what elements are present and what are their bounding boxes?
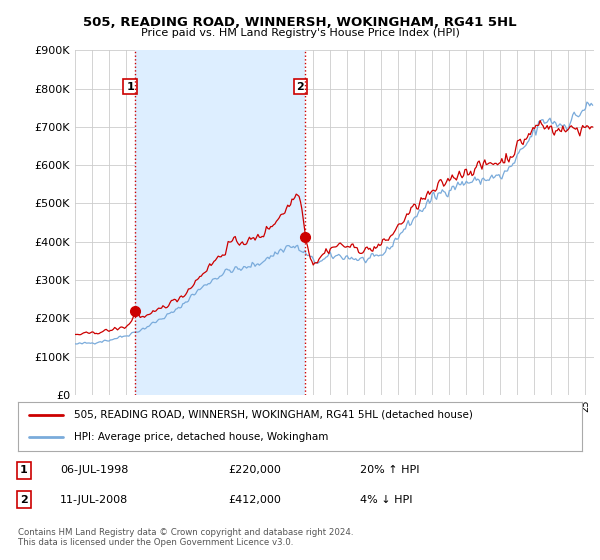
Text: 1: 1	[20, 465, 28, 475]
Text: £220,000: £220,000	[228, 465, 281, 475]
Text: 11-JUL-2008: 11-JUL-2008	[60, 494, 128, 505]
Text: 20% ↑ HPI: 20% ↑ HPI	[360, 465, 419, 475]
Text: 06-JUL-1998: 06-JUL-1998	[60, 465, 128, 475]
Text: £412,000: £412,000	[228, 494, 281, 505]
Text: 4% ↓ HPI: 4% ↓ HPI	[360, 494, 413, 505]
Text: 1: 1	[126, 82, 134, 92]
Text: 2: 2	[296, 82, 304, 92]
Text: Price paid vs. HM Land Registry's House Price Index (HPI): Price paid vs. HM Land Registry's House …	[140, 28, 460, 38]
Text: Contains HM Land Registry data © Crown copyright and database right 2024.
This d: Contains HM Land Registry data © Crown c…	[18, 528, 353, 547]
Bar	[135, 50, 305, 395]
Text: 505, READING ROAD, WINNERSH, WOKINGHAM, RG41 5HL: 505, READING ROAD, WINNERSH, WOKINGHAM, …	[83, 16, 517, 29]
Text: 2: 2	[20, 494, 28, 505]
Text: 505, READING ROAD, WINNERSH, WOKINGHAM, RG41 5HL (detached house): 505, READING ROAD, WINNERSH, WOKINGHAM, …	[74, 410, 473, 420]
Text: HPI: Average price, detached house, Wokingham: HPI: Average price, detached house, Woki…	[74, 432, 329, 442]
